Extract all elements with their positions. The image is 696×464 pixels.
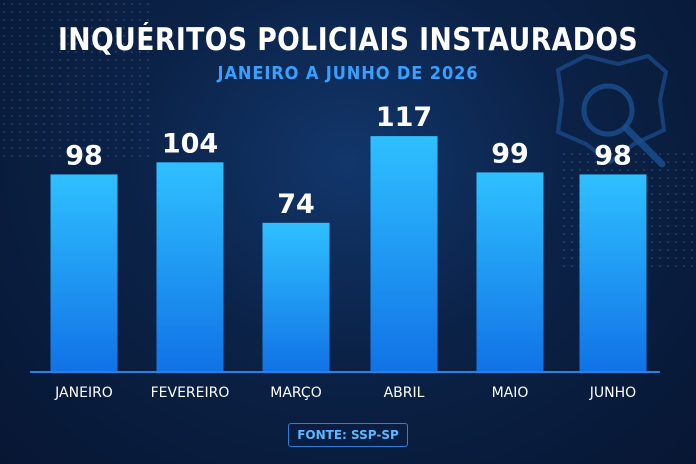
category-label: FEVEREIRO — [151, 385, 230, 401]
bar-janeiro — [50, 174, 118, 372]
value-label: 74 — [277, 189, 315, 220]
dot-pattern-left — [0, 0, 150, 160]
category-label: MAIO — [492, 385, 529, 401]
bar-fevereiro — [156, 162, 224, 372]
value-label: 117 — [376, 102, 432, 133]
category-label: JUNHO — [589, 385, 636, 401]
source-label: FONTE: SSP-SP — [288, 423, 408, 447]
category-label: MARÇO — [270, 385, 321, 401]
bar-março — [262, 222, 330, 372]
bar-junho — [579, 174, 647, 372]
category-label: JANEIRO — [54, 385, 113, 401]
chart-title: INQUÉRITOS POLICIAIS INSTAURADOS — [57, 22, 639, 58]
value-label: 104 — [162, 128, 218, 159]
bar-maio — [476, 172, 544, 372]
value-label: 98 — [594, 140, 632, 171]
value-label: 98 — [65, 140, 103, 171]
category-label: ABRIL — [384, 385, 425, 401]
value-label: 99 — [491, 138, 529, 169]
police-badge-magnifier-icon — [555, 53, 669, 168]
bar-abril — [370, 136, 438, 372]
chart-subtitle: JANEIRO A JUNHO DE 2026 — [217, 63, 479, 84]
